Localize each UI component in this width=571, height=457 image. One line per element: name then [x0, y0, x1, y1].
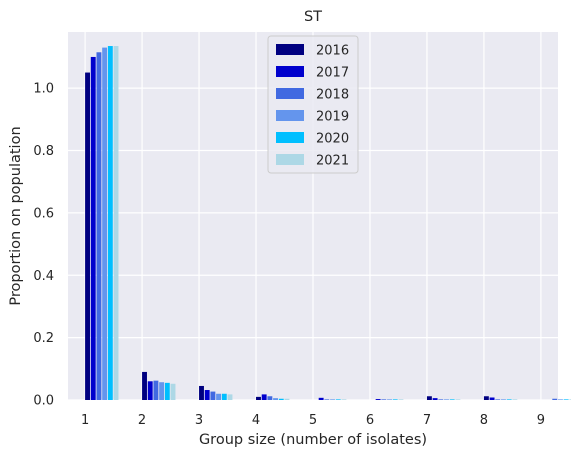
- y-tick-label: 0.8: [33, 144, 54, 159]
- bar: [85, 72, 90, 401]
- legend-swatch: [276, 154, 304, 165]
- bar: [341, 399, 347, 400]
- bar: [324, 399, 330, 400]
- legend: 2016 2017 2018 2019 2020 2021: [267, 35, 359, 174]
- bar: [204, 390, 210, 400]
- bar: [159, 382, 165, 400]
- bar: [330, 399, 335, 400]
- bar: [432, 398, 438, 400]
- legend-label: 2020: [316, 132, 349, 147]
- bar: [563, 399, 569, 400]
- bar: [335, 399, 341, 400]
- bar: [153, 380, 159, 400]
- y-axis-label: Proportion on population: [8, 126, 24, 305]
- y-tick-labels: 0.0 0.2 0.4 0.6 0.8 1.0: [33, 82, 54, 409]
- legend-label: 2019: [316, 110, 349, 125]
- bar: [381, 399, 387, 400]
- y-tick-label: 0.6: [33, 206, 54, 221]
- bar: [261, 394, 267, 400]
- bar: [392, 399, 398, 400]
- legend-label: 2021: [316, 154, 349, 169]
- bar: [387, 399, 392, 400]
- x-tick-label: 5: [309, 413, 317, 428]
- bar: [495, 399, 501, 400]
- y-tick-label: 1.0: [33, 82, 54, 97]
- bar: [216, 393, 222, 400]
- x-tick-labels: 1 2 3 4 5 6 7 8 9: [81, 413, 545, 428]
- bar: [512, 399, 518, 400]
- bar: [569, 399, 571, 400]
- x-tick-label: 2: [138, 413, 146, 428]
- bar: [147, 381, 153, 400]
- bar: [284, 398, 290, 400]
- bar: [170, 383, 176, 400]
- bar: [489, 397, 495, 400]
- legend-swatch: [276, 44, 304, 55]
- legend-swatch: [276, 66, 304, 77]
- bar: [375, 399, 381, 400]
- bar: [449, 399, 455, 400]
- bar: [164, 382, 170, 400]
- bar: [444, 399, 449, 400]
- legend-swatch: [276, 88, 304, 99]
- bars: [85, 46, 571, 401]
- bar: [210, 391, 216, 400]
- legend-swatch: [276, 132, 304, 143]
- x-tick-label: 6: [366, 413, 374, 428]
- bar: [267, 396, 273, 400]
- x-tick-label: 1: [81, 413, 89, 428]
- bar: [398, 399, 404, 400]
- y-tick-label: 0.2: [33, 331, 54, 346]
- bar: [221, 393, 227, 400]
- bar: [199, 385, 204, 400]
- legend-swatch: [276, 110, 304, 121]
- bar: [227, 394, 233, 400]
- x-tick-label: 8: [480, 413, 488, 428]
- legend-label: 2018: [316, 88, 349, 103]
- bar: [90, 56, 96, 400]
- x-tick-label: 9: [537, 413, 545, 428]
- bar: [483, 396, 489, 400]
- legend-label: 2017: [316, 66, 349, 81]
- x-axis-label: Group size (number of isolates): [199, 432, 427, 448]
- bar: [273, 398, 279, 400]
- bar: [318, 397, 324, 400]
- bar: [113, 46, 119, 400]
- chart-title: ST: [304, 9, 322, 25]
- bar: [438, 399, 444, 400]
- y-tick-label: 0.4: [33, 269, 54, 284]
- bar: [142, 371, 147, 400]
- bar: [426, 396, 432, 400]
- bar: [256, 396, 261, 400]
- legend-label: 2016: [316, 44, 349, 59]
- bar: [278, 398, 284, 400]
- x-tick-label: 4: [252, 413, 260, 428]
- bar: [102, 47, 108, 400]
- y-tick-label: 0.0: [33, 394, 54, 409]
- bar: [455, 399, 461, 400]
- x-tick-label: 7: [423, 413, 431, 428]
- bar: [552, 398, 558, 400]
- bar: [501, 399, 506, 400]
- bar: [506, 399, 512, 400]
- bar: [558, 399, 563, 400]
- bar: [107, 46, 113, 400]
- x-tick-label: 3: [195, 413, 203, 428]
- bar: [96, 52, 102, 401]
